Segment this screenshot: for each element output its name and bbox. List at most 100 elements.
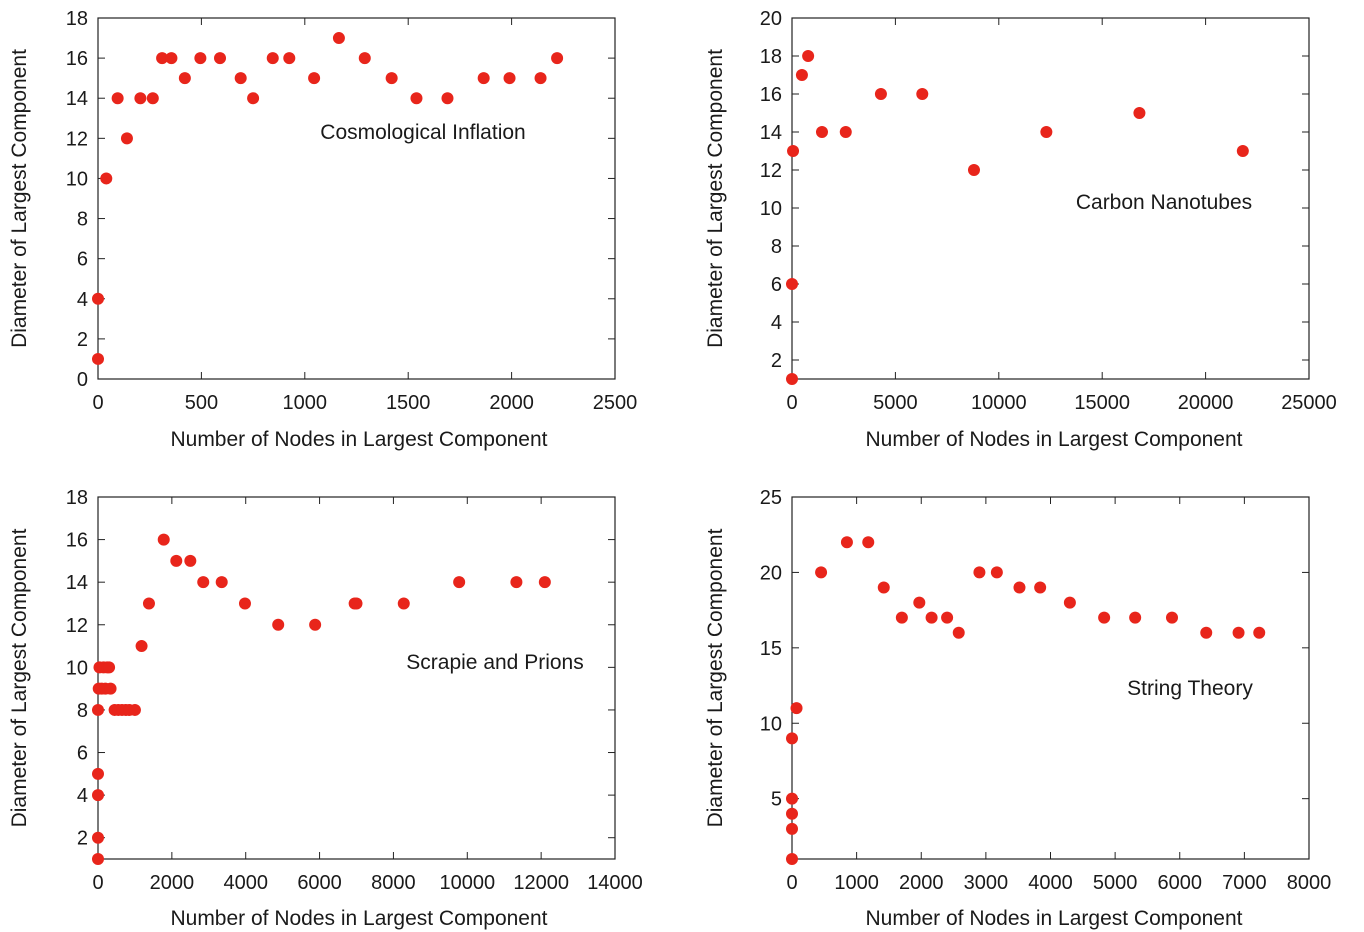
x-tick-label: 500	[185, 392, 218, 414]
y-tick-label: 20	[760, 8, 782, 30]
y-tick-label: 18	[66, 487, 88, 509]
chart-panel-carbon-nanotubes: Diameter of Largest Component Number of …	[704, 8, 1337, 451]
y-tick-label: 12	[66, 615, 88, 637]
data-point	[308, 72, 321, 85]
y-tick-label: 4	[77, 785, 88, 807]
data-point	[815, 566, 828, 579]
data-point	[266, 52, 279, 65]
x-tick-label: 10000	[439, 872, 495, 894]
data-point	[862, 536, 875, 549]
data-point	[916, 88, 929, 100]
y-tick-label: 16	[66, 530, 88, 552]
data-point	[786, 278, 798, 290]
y-tick-label: 20	[760, 562, 782, 584]
x-tick-label: 0	[92, 392, 103, 414]
y-tick-label: 4	[771, 312, 782, 334]
y-tick-label: 5	[771, 789, 782, 811]
data-point	[92, 352, 104, 365]
data-point	[839, 126, 852, 138]
x-tick-label: 5000	[1093, 872, 1138, 894]
y-tick-label: 0	[77, 369, 88, 391]
data-point	[165, 52, 178, 65]
data-point	[247, 92, 260, 105]
chart-annotation: Cosmological Inflation	[320, 121, 525, 144]
data-point	[92, 292, 104, 305]
x-tick-label: 4000	[223, 872, 268, 894]
x-tick-label: 2000	[489, 392, 534, 414]
x-tick-label: 4000	[1028, 872, 1073, 894]
x-axis-label: Number of Nodes in Largest Component	[170, 428, 547, 451]
chart-panel-string-theory: Diameter of Largest Component Number of …	[704, 487, 1331, 930]
data-point	[332, 32, 345, 45]
data-point	[1236, 145, 1249, 157]
data-point	[787, 145, 800, 157]
data-point	[802, 50, 815, 62]
y-tick-label: 12	[760, 160, 782, 182]
x-tick-label: 0	[786, 392, 797, 414]
data-point	[197, 576, 210, 589]
y-tick-label: 2	[77, 828, 88, 850]
y-tick-label: 6	[77, 743, 88, 765]
y-tick-label: 18	[66, 8, 88, 30]
data-point	[795, 69, 808, 81]
data-point	[877, 581, 890, 594]
data-point	[1040, 126, 1053, 138]
data-point	[104, 682, 117, 695]
data-point	[92, 853, 104, 865]
data-point	[503, 72, 516, 85]
data-point	[272, 618, 285, 631]
chart-panel-cosmological-inflation: Diameter of Largest Component Number of …	[8, 8, 637, 451]
y-tick-label: 18	[760, 46, 782, 68]
data-point	[1133, 107, 1146, 119]
data-point	[874, 88, 887, 100]
data-point	[397, 597, 410, 610]
data-point	[1034, 581, 1047, 594]
x-tick-label: 8000	[1287, 872, 1332, 894]
data-point	[184, 554, 197, 567]
data-point	[786, 792, 798, 805]
data-point	[786, 853, 798, 865]
data-point	[1129, 611, 1142, 624]
data-point	[551, 52, 564, 65]
x-tick-label: 14000	[587, 872, 643, 894]
x-tick-label: 1000	[283, 392, 328, 414]
data-point	[895, 611, 908, 624]
data-point	[941, 611, 954, 624]
chart-annotation: Carbon Nanotubes	[1076, 191, 1252, 214]
y-tick-label: 16	[66, 48, 88, 70]
chart-annotation: String Theory	[1127, 677, 1253, 700]
x-axis-label: Number of Nodes in Largest Component	[865, 907, 1242, 930]
data-point	[309, 618, 322, 631]
y-tick-label: 8	[77, 700, 88, 722]
data-point	[952, 626, 965, 639]
data-point	[786, 732, 798, 745]
y-tick-label: 6	[771, 274, 782, 296]
plot-frame	[97, 17, 616, 380]
data-point	[234, 72, 247, 85]
x-tick-label: 1500	[386, 392, 431, 414]
data-point	[1063, 596, 1076, 609]
x-tick-label: 12000	[513, 872, 569, 894]
data-point	[453, 576, 466, 589]
y-tick-label: 6	[77, 249, 88, 271]
y-tick-label: 2	[771, 350, 782, 372]
data-point	[194, 52, 207, 65]
data-point	[786, 822, 798, 835]
data-point	[840, 536, 853, 549]
data-point	[128, 703, 141, 716]
y-tick-label: 16	[760, 84, 782, 106]
data-point	[178, 72, 191, 85]
data-point	[358, 52, 371, 65]
data-point	[142, 597, 155, 610]
y-axis-label: Diameter of Largest Component	[8, 49, 31, 348]
data-point	[790, 702, 803, 715]
y-tick-label: 10	[66, 657, 88, 679]
data-point	[100, 172, 113, 185]
y-tick-label: 14	[760, 122, 782, 144]
data-point	[1253, 626, 1266, 639]
x-tick-label: 0	[92, 872, 103, 894]
data-point	[214, 52, 227, 65]
data-point	[103, 661, 116, 674]
data-point	[120, 132, 133, 145]
